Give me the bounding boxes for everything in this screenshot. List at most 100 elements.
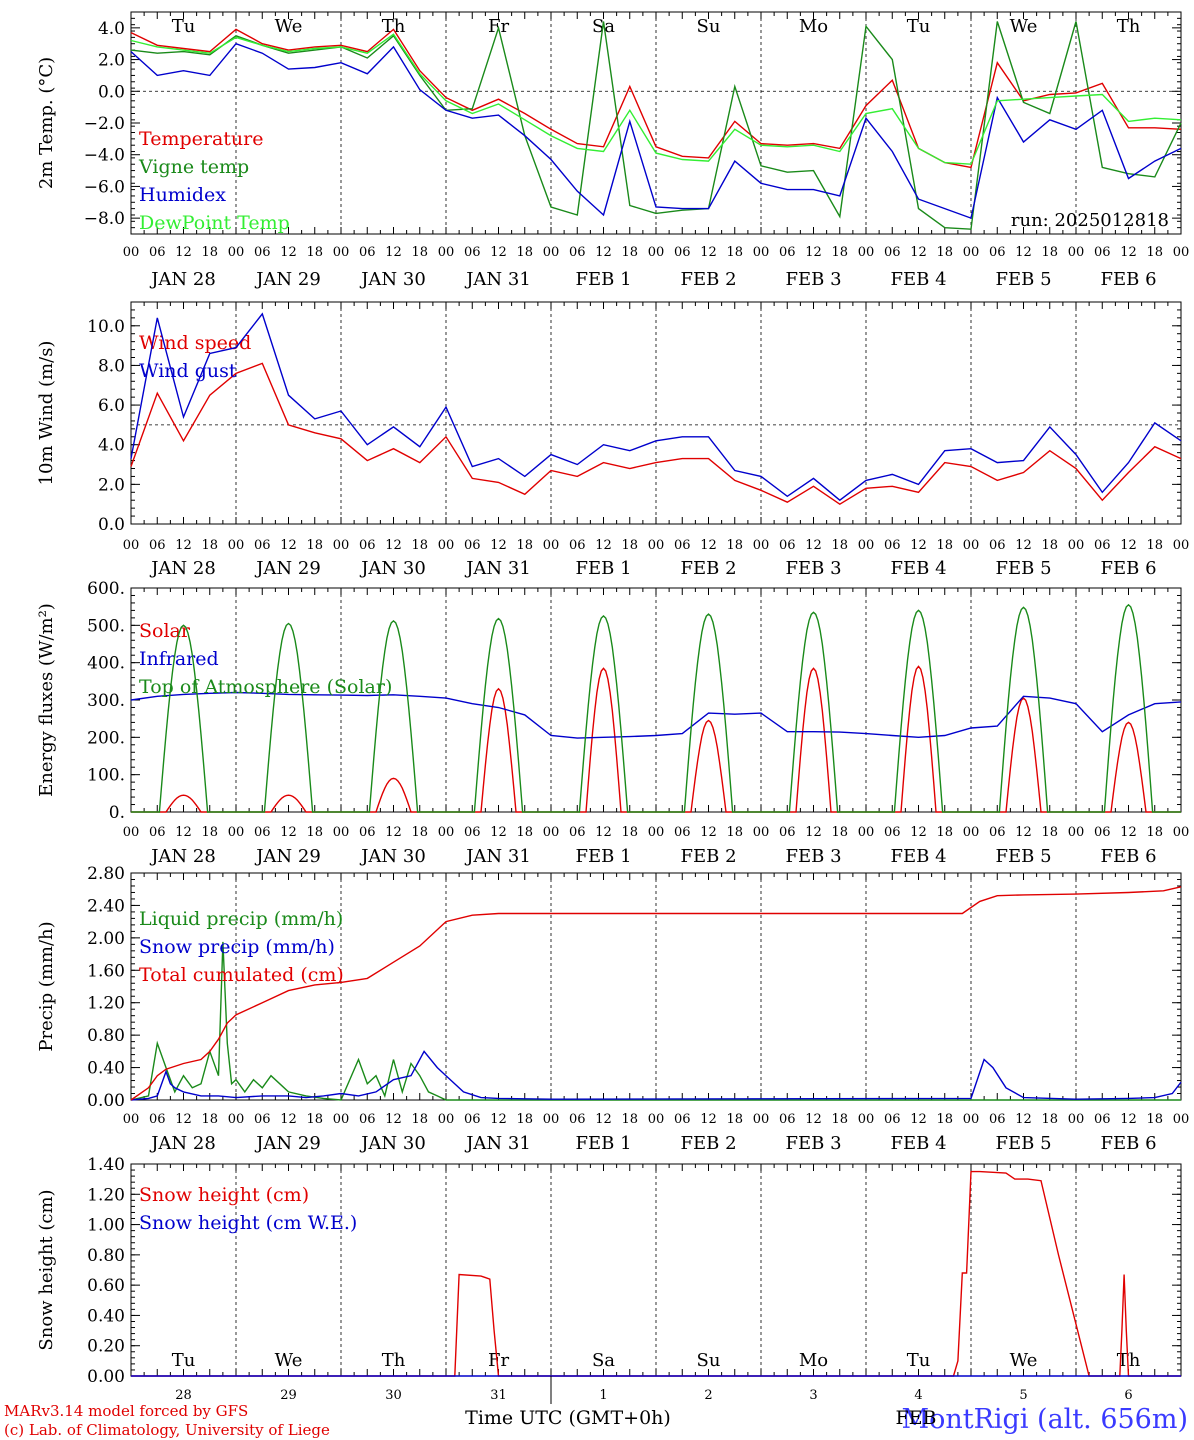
weekday-label: Tu (907, 1350, 931, 1371)
weekday-label: Th (382, 1350, 406, 1371)
day-label: JAN 30 (359, 269, 426, 290)
hour-tick-label: 00 (1068, 245, 1085, 260)
series-line-vigne-temp (130, 21, 1182, 230)
y-axis-title: Energy fluxes (W/m²) (36, 603, 57, 797)
y-tick-label: 1.40 (87, 1155, 125, 1175)
day-label: JAN 29 (254, 846, 321, 867)
hour-tick-label: 18 (411, 538, 428, 553)
weekday-label: Fr (488, 1350, 509, 1371)
hour-tick-label: 06 (464, 245, 481, 260)
hour-tick-label: 12 (175, 538, 192, 553)
day-label: FEB 6 (1100, 1133, 1156, 1154)
day-label: FEB 2 (680, 1133, 736, 1154)
hour-tick-label: 12 (1015, 538, 1032, 553)
hour-tick-label: 18 (411, 245, 428, 260)
y-tick-label: 1.20 (87, 1185, 125, 1205)
day-label: FEB 6 (1100, 846, 1156, 867)
y-tick-label: 2.0 (98, 51, 125, 71)
run-annotation: run: 2025012818 (1011, 210, 1169, 231)
hour-tick-label: 18 (516, 1112, 533, 1127)
hour-tick-label: 12 (280, 825, 297, 840)
day-number-label: 3 (809, 1388, 817, 1403)
hour-tick-label: 18 (201, 1112, 218, 1127)
day-label: FEB 1 (575, 558, 631, 579)
hour-tick-label: 06 (569, 538, 586, 553)
hour-tick-label: 00 (228, 245, 245, 260)
hour-tick-label: 00 (543, 245, 560, 260)
y-axis-title: 10m Wind (m/s) (36, 341, 57, 486)
day-label: JAN 30 (359, 1133, 426, 1154)
hour-tick-label: 06 (464, 538, 481, 553)
legend-entry: Liquid precip (mm/h) (139, 908, 343, 930)
hour-tick-label: 00 (648, 538, 665, 553)
day-number-label: 5 (1019, 1388, 1027, 1403)
hour-tick-label: 18 (936, 825, 953, 840)
day-label: FEB 4 (890, 846, 946, 867)
hour-tick-label: 12 (700, 538, 717, 553)
hour-tick-label: 12 (805, 538, 822, 553)
hour-tick-label: 06 (674, 245, 691, 260)
hour-tick-label: 12 (595, 538, 612, 553)
day-number-label: 4 (914, 1388, 922, 1403)
hour-tick-label: 00 (123, 245, 140, 260)
y-tick-label: 0.80 (87, 1246, 125, 1266)
legend-entry: Snow height (cm) (139, 1184, 309, 1206)
day-number-label: 6 (1124, 1388, 1132, 1403)
hour-tick-label: 12 (910, 1112, 927, 1127)
y-tick-label: 0. (109, 803, 125, 823)
hour-tick-label: 06 (1094, 538, 1111, 553)
hour-tick-label: 12 (280, 538, 297, 553)
y-tick-label: 2.40 (87, 896, 125, 916)
hour-tick-label: 12 (385, 1112, 402, 1127)
credit-line-2: (c) Lab. of Climatology, University of L… (4, 1421, 330, 1439)
day-label: FEB 4 (890, 558, 946, 579)
hour-tick-label: 06 (884, 538, 901, 553)
hour-tick-label: 00 (858, 1112, 875, 1127)
hour-tick-label: 00 (963, 245, 980, 260)
series-line-humidex (130, 42, 1182, 220)
hour-tick-label: 06 (359, 538, 376, 553)
hour-tick-label: 12 (700, 825, 717, 840)
legend-entry: Wind speed (139, 332, 251, 354)
hour-tick-label: 00 (1173, 538, 1190, 553)
hour-tick-label: 06 (1094, 245, 1111, 260)
panel-temp: −8.0 −6.0 −4.0 −2.0 0.0 2.0 4.0 2m Temp. (°C) 00… (36, 11, 1189, 290)
hour-tick-label: 18 (1041, 538, 1058, 553)
hour-tick-label: 12 (910, 538, 927, 553)
y-tick-label: 1.20 (87, 994, 125, 1014)
day-label: FEB 3 (785, 558, 841, 579)
panel-energy: 0. 100. 200. 300. 400. 500. 600. Energy fluxes … (36, 579, 1189, 867)
hour-tick-label: 12 (1015, 245, 1032, 260)
hour-tick-label: 12 (490, 538, 507, 553)
day-label: JAN 31 (464, 1133, 531, 1154)
hour-tick-label: 12 (385, 538, 402, 553)
weekday-label: Su (697, 16, 721, 37)
panel-snow: 0.00 0.20 0.40 0.60 0.80 1.00 1.20 1.40 Snow hei… (36, 1155, 1182, 1404)
hour-tick-label: 06 (149, 1112, 166, 1127)
day-label: FEB 3 (785, 846, 841, 867)
y-axis-title: 2m Temp. (°C) (36, 57, 57, 189)
weekday-label: Tu (907, 16, 931, 37)
y-tick-label: 2.0 (98, 475, 125, 495)
y-tick-label: 0.00 (87, 1091, 125, 1111)
hour-tick-label: 18 (831, 825, 848, 840)
hour-tick-label: 00 (648, 245, 665, 260)
hour-tick-label: 18 (831, 538, 848, 553)
bottom-month-label: FEB (895, 1407, 936, 1429)
y-tick-label: 0.0 (98, 515, 125, 535)
y-tick-label: 0.60 (87, 1276, 125, 1296)
hour-tick-label: 00 (1173, 825, 1190, 840)
y-tick-label: 600. (87, 579, 125, 599)
day-label: FEB 2 (680, 846, 736, 867)
hour-tick-label: 18 (1041, 1112, 1058, 1127)
hour-tick-label: 00 (333, 825, 350, 840)
x-axis-title: Time UTC (GMT+0h) (465, 1407, 671, 1429)
weekday-label: Tu (172, 16, 196, 37)
day-label: JAN 28 (149, 558, 216, 579)
hour-tick-label: 00 (438, 538, 455, 553)
weekday-label: Th (382, 16, 406, 37)
hour-tick-label: 00 (333, 1112, 350, 1127)
hour-tick-label: 00 (228, 538, 245, 553)
hour-tick-label: 18 (1041, 825, 1058, 840)
